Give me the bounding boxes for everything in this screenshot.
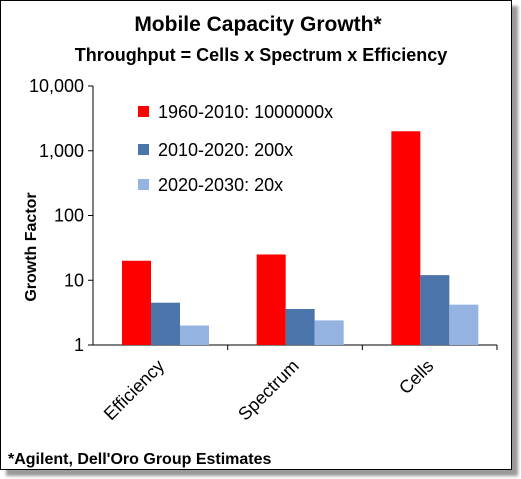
y-tick-label: 10,000 [29,76,84,96]
bar-cells-series-3 [449,304,479,345]
y-axis-title: Growth Factor [23,192,40,301]
bar-cells-series-2 [420,275,450,345]
chart-title: Mobile Capacity Growth* [134,13,382,36]
bar-efficiency-series-2 [151,302,180,345]
y-tick-label: 1 [74,335,84,355]
bar-cells-series-1 [391,131,421,345]
bar-spectrum-series-2 [285,308,315,345]
y-tick-label: 10 [64,270,84,290]
legend-label-3: 2020-2030: 20x [158,175,283,195]
bar-spectrum-series-1 [256,254,286,345]
chart-frame [0,0,512,470]
chart-subtitle: Throughput = Cells x Spectrum x Efficien… [75,45,448,65]
y-tick-label: 100 [54,206,84,226]
legend-swatch-1 [138,106,149,117]
legend-swatch-2 [138,144,149,155]
y-tick-label: 1,000 [39,141,84,161]
legend-swatch-3 [138,179,149,190]
bar-spectrum-series-3 [314,320,344,345]
x-category-label: Efficiency [100,356,168,424]
x-category-label: Spectrum [234,356,303,425]
legend-label-1: 1960-2010: 1000000x [158,102,333,122]
bar-efficiency-series-3 [180,325,209,345]
bar-efficiency-series-1 [122,260,151,345]
footnote: *Agilent, Dell'Oro Group Estimates [8,451,272,468]
x-category-label: Cells [395,356,437,398]
legend-label-2: 2010-2020: 200x [158,140,293,160]
plot-area: 1 10 100 1,000 10,000 Efficiency Spectrum Cells… [29,76,498,425]
